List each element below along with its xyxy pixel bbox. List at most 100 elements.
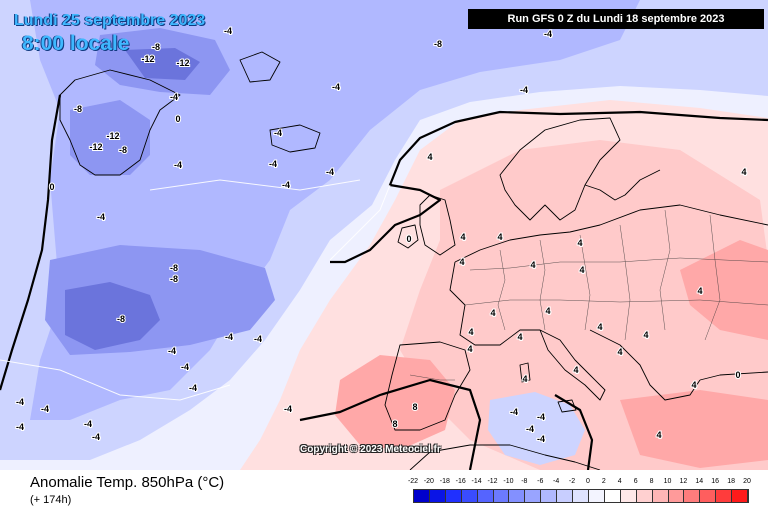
- border-line: [469, 257, 768, 271]
- coastline-ireland: [397, 224, 419, 249]
- contour-label: -12: [141, 54, 154, 64]
- border-line: [497, 249, 506, 331]
- border-line: [464, 299, 768, 306]
- contour-label: 0: [175, 114, 180, 124]
- legend-swatch: [493, 490, 510, 502]
- contour-label: 4: [617, 347, 622, 357]
- legend-tick-label: -16: [455, 478, 466, 485]
- contour-label: -4: [189, 383, 197, 393]
- coastline-iceland: [269, 124, 321, 153]
- contour-label: 8: [412, 402, 417, 412]
- contour-label: -4: [41, 404, 49, 414]
- contour-label: 4: [579, 265, 584, 275]
- contour-label: -4: [537, 434, 545, 444]
- contour-label: -4: [284, 404, 292, 414]
- contour-label: 8: [392, 419, 397, 429]
- legend-tick-label: 4: [617, 478, 622, 485]
- contour-label: -4: [526, 424, 534, 434]
- contour-label: -4: [282, 180, 290, 190]
- coastline-france: [449, 261, 540, 346]
- field-warm-strong-turkey: [620, 390, 768, 468]
- lead-time: (+ 174h): [30, 494, 72, 506]
- coastline-italy: [539, 329, 606, 401]
- legend-swatch: [604, 490, 621, 502]
- legend-tick-label: -20: [423, 478, 434, 485]
- border-line: [619, 224, 631, 341]
- legend-tick-label: 10: [663, 478, 672, 485]
- contour-label: -4: [274, 128, 282, 138]
- border-line: [409, 374, 455, 381]
- contour-label: -8: [152, 42, 160, 52]
- legend-tick-label: 0: [585, 478, 590, 485]
- legend-swatch: [509, 490, 526, 502]
- contour-label: -12: [106, 131, 119, 141]
- legend-swatch: [525, 490, 542, 502]
- legend-tick-label: -12: [487, 478, 498, 485]
- coastline-balkans: [589, 329, 701, 401]
- contour-line: [329, 184, 391, 261]
- parameter-title: Anomalie Temp. 850hPa (°C): [30, 474, 225, 491]
- legend-tick-label: 14: [695, 478, 704, 485]
- contour-label: 4: [427, 152, 432, 162]
- forecast-date: Lundi 25 septembre 2023: [14, 12, 206, 29]
- zero-isotherm-atlantic: [299, 378, 482, 470]
- contour-labels: -4-8-12 -12-8-4-4-4-4-8-12-12 -80-4-4-4-4-…: [15, 25, 748, 445]
- legend-ticks: -22 -20 -18 -16 -14 -12 -10 -8 -6 -4 -2 0 2 4 6 8 10 12 14…: [408, 478, 752, 489]
- legend-swatch: [477, 490, 494, 502]
- field-warm-mid: [400, 140, 768, 470]
- contour-label: -8: [119, 145, 127, 155]
- legend-tick-label: -10: [503, 478, 514, 485]
- contour-label: 4: [497, 232, 502, 242]
- legend-swatch: [541, 490, 558, 502]
- contour-label: 0: [49, 182, 54, 192]
- contour-label: 4: [545, 306, 550, 316]
- contour-label: -4: [544, 29, 552, 39]
- contour-label: 4: [530, 260, 535, 270]
- contour-label: 4: [597, 322, 602, 332]
- legend-tick-label: -4: [553, 478, 560, 485]
- coastline-greenland: [59, 69, 181, 176]
- coastline-svalbard: [239, 51, 281, 83]
- contour-label: 4: [460, 232, 465, 242]
- border-line: [579, 234, 591, 331]
- field-cold-deep-greenland: [70, 100, 150, 175]
- legend-swatch: [636, 490, 653, 502]
- legend-tick-label: -22: [407, 478, 419, 485]
- legend-swatch: [557, 490, 574, 502]
- country-borders: [409, 209, 768, 381]
- contour-label: -4: [181, 362, 189, 372]
- contour-label: 0: [406, 234, 411, 244]
- contour-label: -4: [16, 422, 24, 432]
- legend-swatch: [700, 490, 717, 502]
- contour-label: 4: [522, 374, 527, 384]
- legend-tick-label: -14: [471, 478, 482, 485]
- legend-tick-label: 12: [679, 478, 688, 485]
- field-cold-deepest-north: [125, 48, 200, 80]
- contour-label: 4: [577, 238, 582, 248]
- contour-label: -4: [254, 334, 262, 344]
- contour-label: -4: [16, 397, 24, 407]
- legend-swatch: [588, 490, 605, 502]
- contour-label: -8: [170, 274, 178, 284]
- contour-label: -4: [225, 332, 233, 342]
- anomaly-map: -4-8-12 -12-8-4-4-4-4-8-12-12 -80-4-4-4-4-…: [0, 0, 768, 470]
- contour-label: -8: [170, 263, 178, 273]
- coastline-britain: [419, 194, 456, 256]
- contour-label: -4: [174, 160, 182, 170]
- contour-label: 4: [573, 365, 578, 375]
- border-line: [704, 214, 721, 341]
- contour-label: -4: [224, 26, 232, 36]
- coastline-turkey: [699, 371, 768, 381]
- contour-label: -4: [168, 346, 176, 356]
- legend-swatch: [620, 490, 637, 502]
- contour-label: -12: [89, 142, 102, 152]
- legend-swatch: [716, 490, 733, 502]
- field-cold-deepest-atlantic: [65, 282, 160, 350]
- coastline-sicily: [557, 399, 577, 413]
- contour-label: -4: [326, 167, 334, 177]
- contour-label: 4: [467, 344, 472, 354]
- contour-label: 4: [656, 430, 661, 440]
- legend-swatch: [461, 490, 478, 502]
- legend-swatch: [652, 490, 669, 502]
